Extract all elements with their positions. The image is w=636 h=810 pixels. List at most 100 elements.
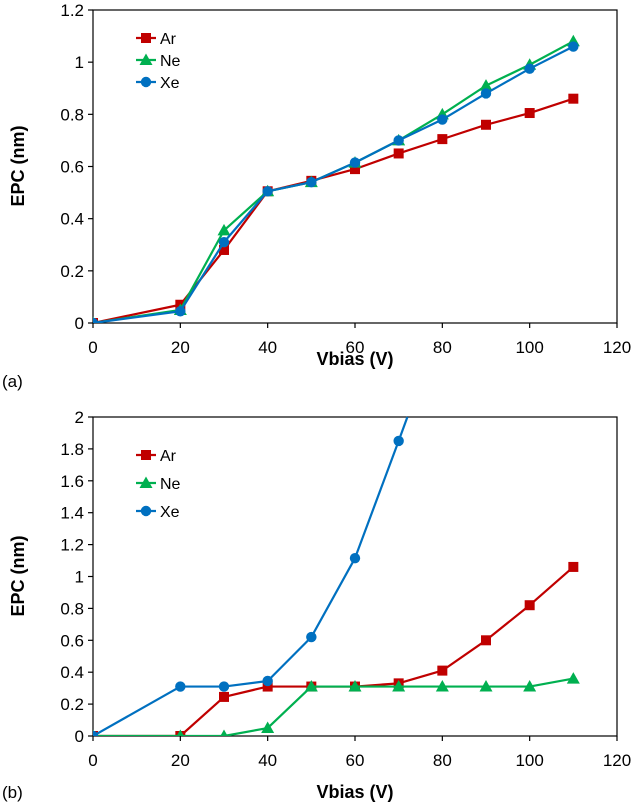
data-point-xe — [262, 186, 273, 197]
x-tick-label: 120 — [603, 338, 631, 357]
x-axis-label-b: Vbias (V) — [316, 782, 393, 802]
series-ar-a — [93, 93, 579, 323]
x-tick-label: 20 — [171, 751, 190, 770]
legend-b: Ar Ne Xe — [136, 448, 181, 521]
series-ar-b — [93, 561, 579, 736]
x-axis-label-a: Vbias (V) — [316, 349, 393, 369]
y-tick-label: 0 — [75, 314, 84, 333]
y-tick-label: 2 — [75, 408, 84, 427]
series-xe-a — [93, 41, 579, 323]
series-xe-b — [93, 416, 409, 736]
data-point-ne — [479, 680, 493, 692]
data-point-ne — [479, 79, 493, 91]
legend-a: Ar Ne Xe — [136, 31, 181, 92]
data-point-ne — [348, 680, 362, 692]
x-tick-label: 40 — [258, 338, 277, 357]
data-point-ar — [481, 119, 491, 130]
data-point-ne — [220, 729, 228, 736]
data-point-xe — [480, 88, 492, 99]
y-axis-label-a: EPC (nm) — [8, 125, 28, 206]
x-tick-label: 60 — [346, 338, 365, 357]
data-point-ne — [523, 680, 537, 692]
legend-marker-ne — [139, 476, 153, 488]
legend-label-ar: Ar — [160, 448, 177, 465]
data-point-xe — [93, 730, 99, 736]
data-point-ar — [437, 134, 448, 145]
data-point-ne — [261, 721, 275, 734]
y-tick-label: 1.2 — [60, 536, 84, 555]
y-tick-label: 1.2 — [60, 1, 84, 20]
y-tick-label: 0.6 — [60, 158, 84, 177]
data-point-ar — [568, 561, 579, 572]
data-point-ne — [217, 223, 231, 236]
legend-label-ar: Ar — [160, 31, 177, 48]
data-point-xe — [93, 317, 99, 323]
x-tick-label: 20 — [171, 338, 190, 357]
data-point-xe — [437, 114, 448, 125]
data-point-xe — [306, 176, 317, 188]
data-point-ne — [566, 672, 580, 684]
y-tick-label: 0.2 — [60, 695, 84, 714]
data-point-ne — [304, 680, 318, 692]
data-point-ar — [524, 600, 535, 611]
data-point-xe — [175, 306, 186, 317]
data-point-ar — [219, 691, 229, 702]
data-point-xe — [218, 236, 230, 248]
y-tick-label: 1 — [75, 568, 84, 587]
legend-marker-ar — [141, 33, 151, 43]
x-tick-label: 100 — [515, 338, 543, 357]
y-tick-label: 1.6 — [60, 472, 84, 491]
y-tick-label: 0.8 — [60, 105, 84, 124]
y-tick-label: 0.4 — [60, 663, 84, 682]
chart-panel-a: 0 0.2 0.4 0.6 0.8 1 1.2 0 20 40 60 80 100 120 Vbias (V… — [2, 1, 631, 391]
series-line-ar — [93, 97, 574, 323]
data-point-xe — [218, 681, 230, 692]
series-line-ar — [93, 566, 575, 736]
data-point-ar — [219, 244, 229, 255]
y-tick-label: 0.4 — [60, 210, 84, 229]
legend-marker-xe — [140, 505, 152, 517]
legend-label-xe: Xe — [160, 504, 180, 521]
data-point-xe — [393, 435, 404, 447]
legend-label-xe: Xe — [160, 75, 180, 92]
y-tick-label: 1.8 — [60, 440, 84, 459]
data-point-ar — [524, 108, 535, 119]
x-tick-label: 0 — [88, 751, 97, 770]
data-point-ar — [262, 681, 273, 692]
data-point-xe — [175, 681, 186, 692]
x-tick-label: 120 — [603, 751, 631, 770]
y-tick-label: 0 — [75, 727, 84, 746]
y-tick-label: 0.6 — [60, 631, 84, 650]
data-point-ar — [350, 164, 360, 175]
data-point-xe — [306, 631, 317, 643]
data-point-ar — [437, 665, 448, 676]
legend-marker-ne — [139, 53, 153, 65]
data-point-xe — [349, 157, 361, 168]
chart-panel-b: 00.20.40.60.811.21.41.61.820 20 40 60 80 100 1… — [2, 408, 631, 802]
y-axis-label-b: EPC (nm) — [8, 535, 28, 616]
x-tick-label: 40 — [258, 751, 277, 770]
y-tick-label: 0.2 — [60, 262, 84, 281]
y-tick-label: 1 — [75, 53, 84, 72]
data-point-ne — [392, 680, 406, 692]
legend-label-ne: Ne — [160, 476, 181, 493]
legend-marker-ar — [141, 450, 151, 460]
series-line-xe — [93, 416, 409, 736]
panel-label-b: (b) — [2, 783, 23, 802]
data-point-xe — [393, 135, 404, 146]
x-tick-label: 80 — [433, 338, 452, 357]
data-point-xe — [262, 675, 273, 687]
legend-marker-xe — [140, 76, 152, 88]
data-point-xe — [568, 41, 579, 52]
data-point-xe — [349, 552, 361, 564]
series-ne-b — [93, 672, 580, 736]
legend-label-ne: Ne — [160, 53, 181, 70]
data-point-ar — [568, 93, 579, 104]
y-tick-label: 0.8 — [60, 599, 84, 618]
series-line-ne — [93, 677, 574, 736]
data-point-ne — [176, 729, 185, 736]
x-tick-label: 0 — [88, 338, 97, 357]
x-tick-label: 80 — [433, 751, 452, 770]
data-point-ar — [481, 635, 491, 646]
